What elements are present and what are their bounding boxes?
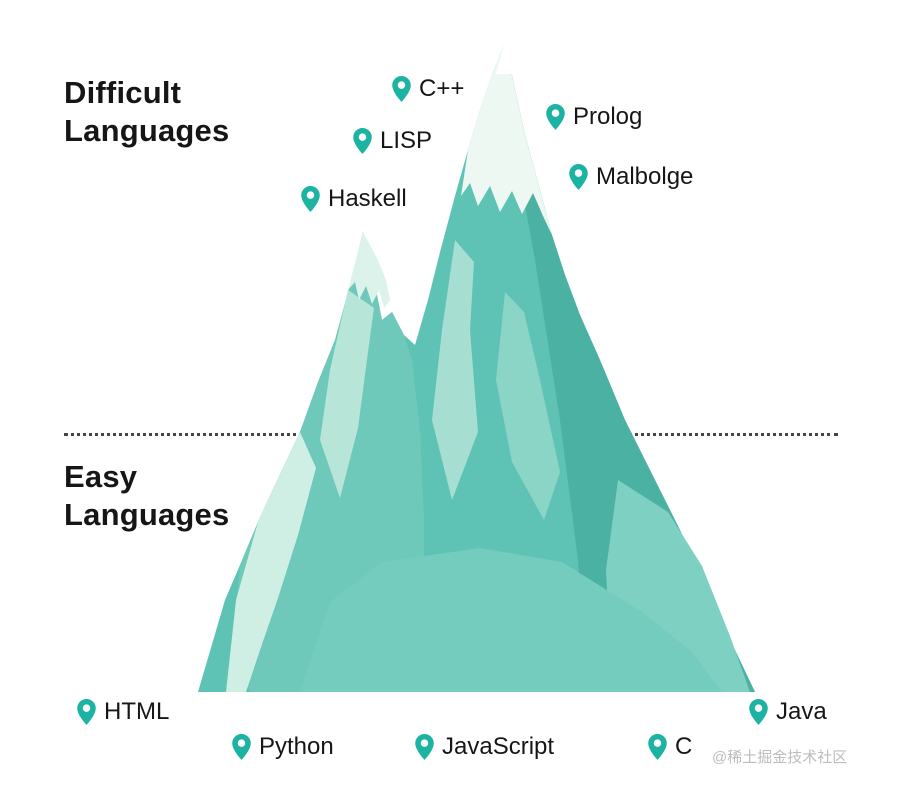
language-marker-c: C [647,733,692,761]
map-pin-icon [546,104,565,130]
map-pin-icon [232,734,251,760]
mid-light-wedge [496,292,560,520]
language-marker-haskell: Haskell [300,185,407,213]
map-pin-icon [392,76,411,102]
language-label: C++ [419,75,465,102]
language-label: HTML [104,698,170,725]
center-light-streak [432,240,478,500]
language-label: LISP [380,127,433,154]
language-label: Malbolge [596,163,694,190]
main-peak-snow-cap [461,42,552,235]
map-pin-icon [415,734,434,760]
front-base-facet [300,548,722,692]
language-label: Prolog [573,103,643,130]
map-pin-icon [77,699,96,725]
watermark: @稀土掘金技术社区 [712,749,848,766]
map-pin-icon [569,164,588,190]
easy-languages-heading: Easy Languages [64,459,230,532]
map-pin-icon [301,186,320,212]
map-pin-icon [749,699,768,725]
language-label: Python [259,733,334,760]
language-marker-java: Java [748,698,827,726]
language-marker-html: HTML [76,698,169,726]
language-label: Java [776,698,827,725]
map-pin-icon [648,734,667,760]
language-label: Haskell [328,185,407,212]
language-label: C [675,733,693,760]
language-marker-c: C++ [391,75,464,103]
map-pin-icon [353,128,372,154]
language-marker-python: Python [231,733,334,761]
left-slope-pale-strip [226,432,316,692]
left-peak-snow-cap [348,232,390,308]
language-marker-prolog: Prolog [545,103,642,131]
difficult-languages-heading: Difficult Languages [64,75,230,148]
left-peak-pale-face [320,290,374,498]
language-marker-lisp: LISP [352,127,432,155]
language-marker-malbolge: Malbolge [568,163,693,191]
language-label: JavaScript [442,733,555,760]
language-marker-javascript: JavaScript [414,733,554,761]
summit-white-tip [496,40,514,74]
